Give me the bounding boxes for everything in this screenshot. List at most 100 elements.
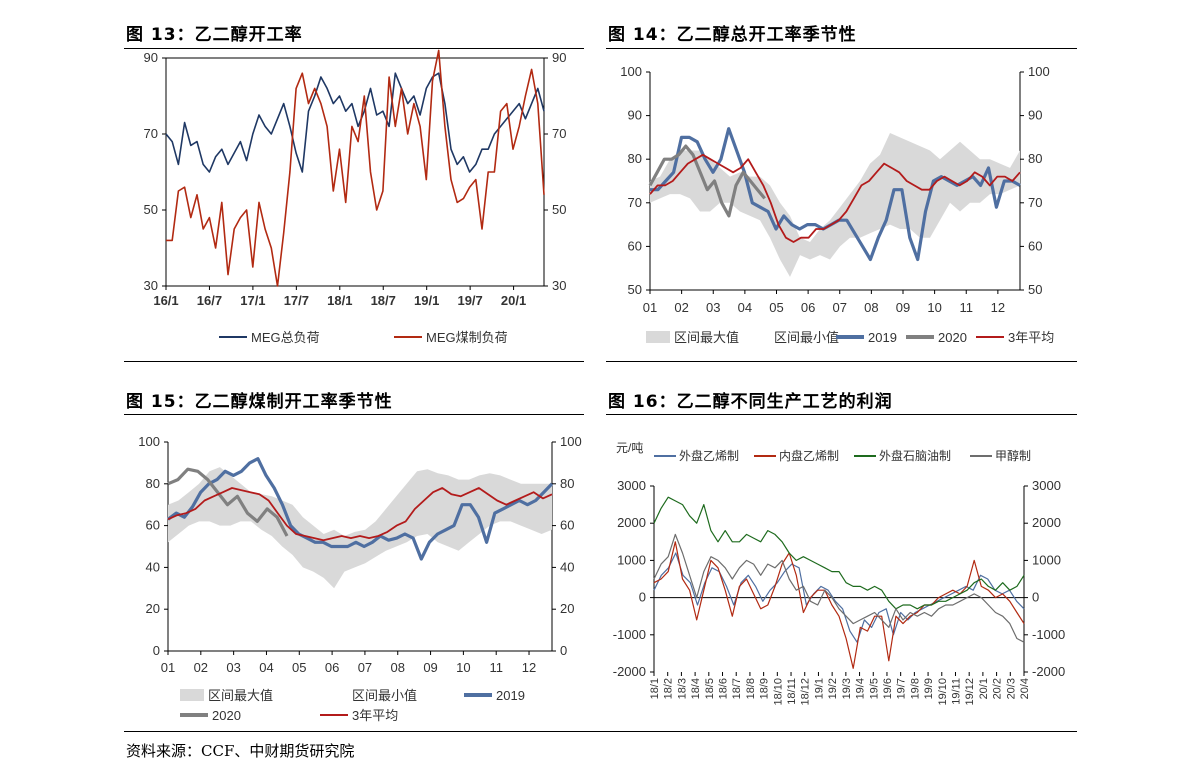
y2-tick-label: 40 xyxy=(560,559,574,574)
y2-tick-label: 90 xyxy=(1028,108,1042,123)
y2-tick-label: 80 xyxy=(560,476,574,491)
x-tick-label: 18/12 xyxy=(800,678,812,706)
y-tick-label: 80 xyxy=(146,476,160,491)
x-tick-label: 18/1 xyxy=(327,293,352,308)
y-tick-label: -1000 xyxy=(613,627,646,642)
x-tick-label: 06 xyxy=(801,300,815,315)
x-tick-label: 07 xyxy=(358,660,372,675)
x-tick-label: 19/4 xyxy=(855,678,867,699)
y-tick-label: 80 xyxy=(628,151,642,166)
series-line-MEG总负荷 xyxy=(165,72,545,173)
x-tick-label: 18/11 xyxy=(786,678,798,705)
x-tick-label: 04 xyxy=(259,660,273,675)
x-tick-label: 19/2 xyxy=(827,678,839,699)
y-tick-label: 60 xyxy=(146,518,160,533)
series-line-内盘乙烯制 xyxy=(653,541,1025,669)
y-tick-label: 30 xyxy=(144,278,158,293)
x-tick-label: 20/3 xyxy=(1005,678,1017,699)
y2-tick-label: 50 xyxy=(1028,282,1042,297)
y2-tick-label: -1000 xyxy=(1032,627,1065,642)
legend-label: 甲醇制 xyxy=(995,448,1031,463)
x-tick-label: 19/7 xyxy=(457,293,482,308)
series-line-3年平均 xyxy=(649,153,1021,243)
mid-rule-right-top xyxy=(606,361,1077,362)
y-tick-label: 50 xyxy=(144,202,158,217)
legend-swatch-max xyxy=(180,689,204,701)
y-tick-label: 100 xyxy=(138,434,160,449)
y2-tick-label: 3000 xyxy=(1032,478,1061,493)
fig14-title: 图 14：乙二醇总开工率季节性 xyxy=(608,25,857,45)
y-tick-label: 0 xyxy=(639,590,646,605)
x-tick-label: 06 xyxy=(325,660,339,675)
x-tick-label: 05 xyxy=(769,300,783,315)
legend-label: 区间最大值 xyxy=(208,688,273,703)
x-tick-label: 09 xyxy=(423,660,437,675)
y-tick-label: 1000 xyxy=(617,552,646,567)
x-tick-label: 11 xyxy=(489,660,503,675)
x-tick-label: 19/11 xyxy=(950,678,962,705)
x-tick-label: 20/2 xyxy=(992,678,1004,699)
legend-label: MEG煤制负荷 xyxy=(426,330,508,345)
y2-tick-label: 20 xyxy=(560,601,574,616)
fig15-chart: 0 20 40 60 80 100 0 20 40 60 80 100 01 02 03 04 05 06 07 08… xyxy=(138,434,582,723)
fig16-title: 图 16：乙二醇不同生产工艺的利润 xyxy=(608,392,893,412)
y2-tick-label: 100 xyxy=(560,434,582,449)
y-tick-label: 3000 xyxy=(617,478,646,493)
x-tick-label: 19/5 xyxy=(868,678,880,699)
x-tick-label: 19/9 xyxy=(923,678,935,699)
x-tick-label: 18/7 xyxy=(731,678,743,699)
series-line-甲醇制 xyxy=(653,533,1025,643)
legend-label: 区间最大值 xyxy=(674,330,739,345)
legend-swatch-max xyxy=(646,331,670,343)
x-tick-label: 18/5 xyxy=(704,678,716,699)
x-tick-label: 09 xyxy=(896,300,910,315)
x-tick-label: 20/1 xyxy=(978,678,990,699)
x-tick-label: 20/4 xyxy=(1019,678,1031,699)
bottom-rule xyxy=(124,731,1077,732)
fig16-chart: -2000 -1000 0 1000 2000 3000 -2000 -1000 0 1000 20… xyxy=(613,441,1066,706)
y-tick-label: 0 xyxy=(153,643,160,658)
y2-tick-label: 80 xyxy=(1028,151,1042,166)
x-tick-label: 02 xyxy=(674,300,688,315)
mid-rule-left-top xyxy=(124,361,584,362)
y2-tick-label: 60 xyxy=(560,518,574,533)
x-tick-label: 18/9 xyxy=(759,678,771,699)
series-line-2020 xyxy=(648,144,766,218)
x-tick-label: 10 xyxy=(927,300,941,315)
x-tick-label: 01 xyxy=(643,300,657,315)
mid-rule-left xyxy=(124,414,584,415)
fig13-title: 图 13：乙二醇开工率 xyxy=(126,25,303,45)
range-band xyxy=(650,133,1020,277)
legend-label: 2020 xyxy=(938,330,967,345)
x-tick-label: 18/4 xyxy=(690,678,702,699)
legend-label: 2019 xyxy=(496,688,525,703)
y2-tick-label: 1000 xyxy=(1032,552,1061,567)
top-rule-right xyxy=(606,48,1077,49)
legend-label: 外盘石脑油制 xyxy=(879,448,951,463)
y2-tick-label: 0 xyxy=(1032,590,1039,605)
y2-tick-label: 2000 xyxy=(1032,515,1061,530)
legend-label: 区间最小值 xyxy=(352,688,417,703)
x-tick-label: 16/1 xyxy=(153,293,178,308)
series-line-外盘石脑油制 xyxy=(653,496,1025,610)
x-tick-label: 12 xyxy=(991,300,1005,315)
y-tick-label: 2000 xyxy=(617,515,646,530)
x-tick-label: 08 xyxy=(864,300,878,315)
y-tick-label: 40 xyxy=(146,559,160,574)
y-tick-label: 60 xyxy=(628,238,642,253)
x-tick-label: 18/1 xyxy=(649,678,661,699)
legend-label: 外盘乙烯制 xyxy=(679,448,739,463)
x-tick-label: 18/3 xyxy=(676,678,688,699)
x-tick-label: 19/8 xyxy=(909,678,921,699)
y2-tick-label: 100 xyxy=(1028,64,1050,79)
legend-label: 2020 xyxy=(212,708,241,723)
x-tick-label: 17/7 xyxy=(284,293,309,308)
y-tick-label: 90 xyxy=(628,108,642,123)
x-tick-label: 18/10 xyxy=(772,678,784,706)
x-tick-label: 02 xyxy=(194,660,208,675)
x-tick-label: 03 xyxy=(226,660,240,675)
x-tick-label: 19/10 xyxy=(937,678,949,706)
x-tick-label: 19/3 xyxy=(841,678,853,699)
series-line-外盘乙烯制 xyxy=(653,552,1025,643)
x-tick-label: 11 xyxy=(959,300,973,315)
